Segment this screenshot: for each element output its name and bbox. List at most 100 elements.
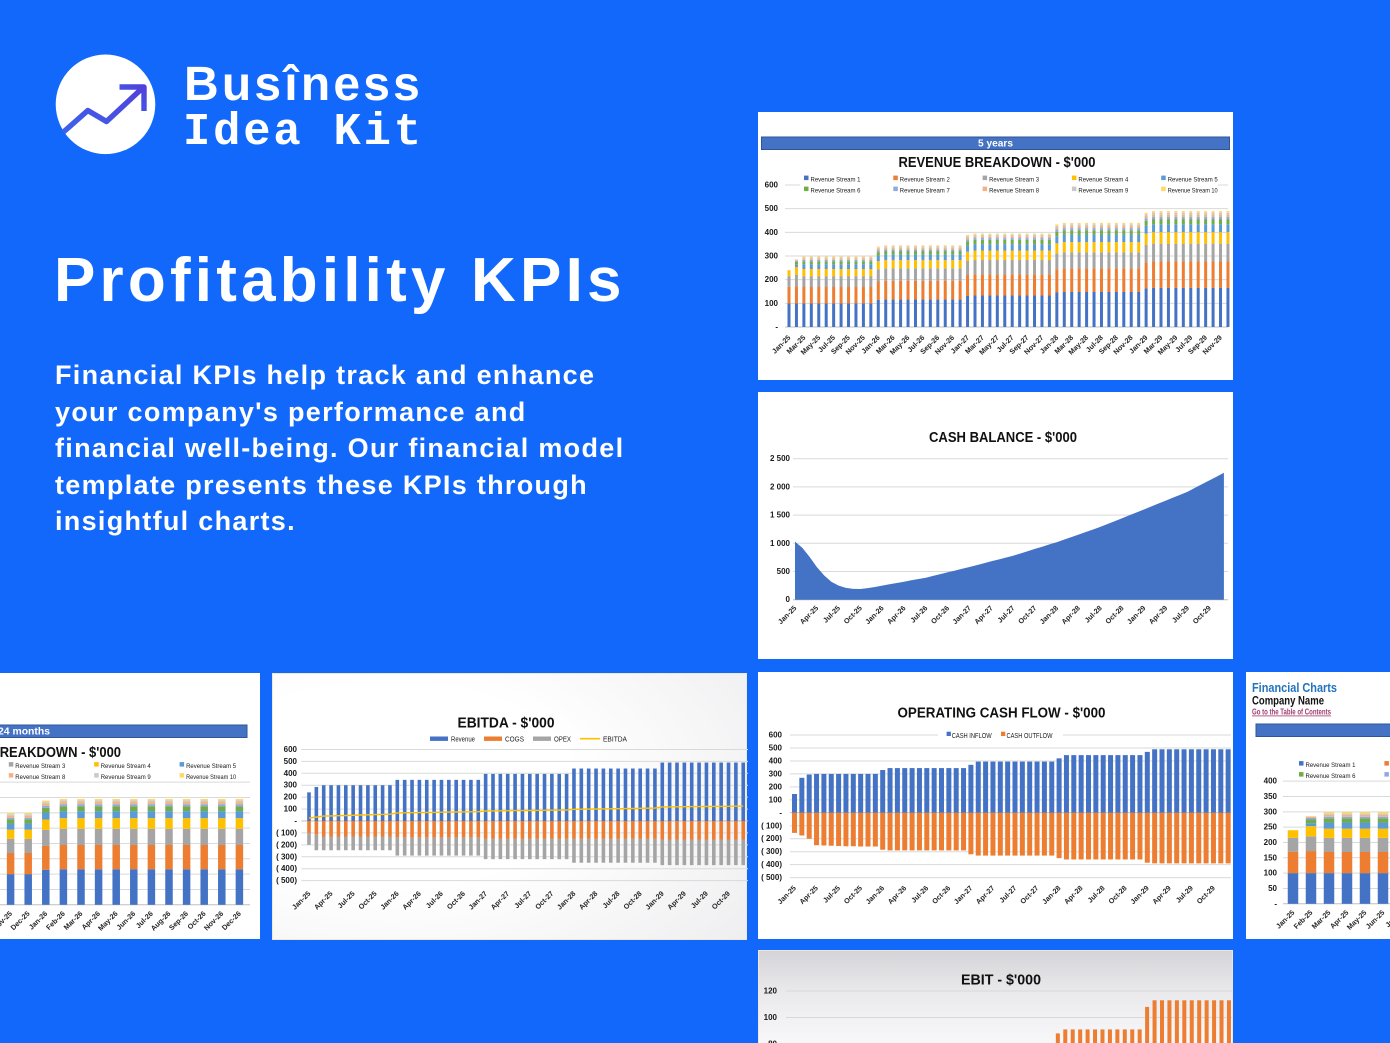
svg-text:Jul-29: Jul-29: [1174, 884, 1195, 905]
svg-text:Apr-26: Apr-26: [400, 889, 422, 911]
svg-text:500: 500: [765, 204, 779, 213]
svg-text:100: 100: [764, 1013, 778, 1022]
svg-text:( 100): ( 100): [276, 828, 297, 837]
svg-text:400: 400: [284, 769, 298, 778]
svg-text:Jul-26: Jul-26: [909, 884, 930, 905]
svg-text:CASH INFLOW: CASH INFLOW: [952, 731, 992, 740]
svg-text:Oct-27: Oct-27: [1018, 884, 1040, 906]
svg-text:Oct-28: Oct-28: [621, 889, 643, 911]
svg-text:2 500: 2 500: [770, 454, 791, 463]
svg-text:( 300): ( 300): [276, 852, 297, 861]
svg-text:Apr-28: Apr-28: [1059, 604, 1081, 626]
svg-text:May-25: May-25: [1345, 908, 1369, 932]
svg-text:Apr-26: Apr-26: [885, 604, 907, 626]
svg-text:( 300): ( 300): [761, 847, 782, 856]
svg-text:Jul-25: Jul-25: [336, 889, 357, 910]
svg-text:Jan-26: Jan-26: [378, 889, 400, 911]
svg-text:400: 400: [1264, 777, 1278, 786]
svg-text:Jul-28: Jul-28: [1083, 604, 1104, 625]
svg-text:REVENUE BREAKDOWN - $'000: REVENUE BREAKDOWN - $'000: [899, 154, 1096, 171]
svg-text:Oct-29: Oct-29: [1191, 604, 1213, 626]
svg-text:Jan-29: Jan-29: [1125, 604, 1147, 626]
svg-text:200: 200: [284, 793, 298, 802]
svg-text:Revenue Stream 9: Revenue Stream 9: [1078, 187, 1128, 194]
svg-text:Apr-25: Apr-25: [797, 884, 819, 906]
svg-text:50: 50: [1268, 884, 1277, 893]
svg-text:Oct-29: Oct-29: [710, 889, 732, 911]
svg-text:Revenue Stream 4: Revenue Stream 4: [101, 763, 151, 770]
svg-text:Jan-28: Jan-28: [1040, 884, 1062, 906]
svg-text:Jul-27: Jul-27: [512, 889, 533, 910]
svg-text:( 500): ( 500): [761, 873, 782, 882]
svg-text:( 500): ( 500): [276, 876, 297, 885]
svg-text:Jul-28: Jul-28: [600, 889, 621, 910]
svg-text:-: -: [775, 323, 778, 332]
svg-text:Revenue Stream 4: Revenue Stream 4: [1078, 176, 1128, 183]
svg-text:Apr-25: Apr-25: [798, 604, 820, 626]
svg-text:CASH OUTFLOW: CASH OUTFLOW: [1007, 731, 1053, 740]
svg-text:Apr-28: Apr-28: [1062, 884, 1084, 906]
svg-text:24 months: 24 months: [0, 727, 50, 738]
svg-text:EBIT - $'000: EBIT - $'000: [961, 972, 1041, 989]
svg-text:Jul-26: Jul-26: [908, 604, 929, 625]
svg-text:Apr-29: Apr-29: [1147, 604, 1169, 626]
svg-text:200: 200: [765, 275, 779, 284]
svg-text:Revenue Stream 9: Revenue Stream 9: [101, 774, 151, 781]
svg-text:350: 350: [1264, 792, 1278, 801]
svg-text:Jul-26: Jul-26: [424, 889, 445, 910]
svg-text:Jul-25: Jul-25: [821, 884, 842, 905]
svg-text:Financial Charts: Financial Charts: [1252, 680, 1337, 695]
svg-text:Jan-29: Jan-29: [1128, 884, 1150, 906]
svg-text:Jul-29: Jul-29: [689, 889, 710, 910]
svg-text:Oct-27: Oct-27: [533, 889, 555, 911]
svg-text:Apr-25: Apr-25: [312, 889, 334, 911]
svg-text:Jan-28: Jan-28: [1038, 604, 1060, 626]
svg-text:Revenue Stream 1: Revenue Stream 1: [1306, 762, 1356, 769]
svg-text:REVENUE BREAKDOWN - $'000: REVENUE BREAKDOWN - $'000: [0, 744, 121, 761]
svg-text:Feb-25: Feb-25: [1292, 908, 1315, 931]
svg-text:Dec-26: Dec-26: [220, 909, 243, 932]
svg-text:COGS: COGS: [505, 734, 524, 743]
svg-text:250: 250: [1264, 823, 1278, 832]
svg-text:( 200): ( 200): [761, 834, 782, 843]
svg-text:Jul-25: Jul-25: [821, 604, 842, 625]
svg-text:120: 120: [764, 987, 778, 996]
svg-text:Jan-26: Jan-26: [864, 884, 886, 906]
svg-text:( 400): ( 400): [276, 864, 297, 873]
svg-text:-: -: [779, 808, 782, 817]
svg-text:Dec-25: Dec-25: [9, 909, 32, 932]
svg-text:400: 400: [769, 756, 783, 765]
svg-text:EBITDA: EBITDA: [603, 734, 627, 743]
svg-text:Revenue Stream 8: Revenue Stream 8: [15, 774, 65, 781]
svg-text:Jul-27: Jul-27: [997, 884, 1018, 905]
svg-text:Jul-28: Jul-28: [1086, 884, 1107, 905]
svg-text:Revenue Stream 10: Revenue Stream 10: [1168, 187, 1218, 194]
svg-text:EBITDA - $'000: EBITDA - $'000: [458, 715, 555, 732]
svg-text:Revenue Stream 3: Revenue Stream 3: [989, 176, 1039, 183]
svg-text:Oct-28: Oct-28: [1103, 604, 1125, 626]
svg-text:Company Name: Company Name: [1252, 696, 1324, 708]
svg-text:600: 600: [284, 745, 298, 754]
svg-text:Jan-27: Jan-27: [952, 884, 974, 906]
svg-text:100: 100: [284, 805, 298, 814]
svg-text:5 years: 5 years: [978, 139, 1013, 150]
svg-text:Oct-26: Oct-26: [445, 889, 467, 911]
svg-text:Oct-25: Oct-25: [842, 884, 864, 906]
svg-text:CASH BALANCE - $'000: CASH BALANCE - $'000: [929, 429, 1077, 446]
svg-text:500: 500: [284, 757, 298, 766]
svg-text:300: 300: [284, 781, 298, 790]
svg-text:( 200): ( 200): [276, 840, 297, 849]
svg-text:Jan-28: Jan-28: [555, 889, 577, 911]
svg-text:Jul-25: Jul-25: [1383, 908, 1390, 929]
svg-text:Apr-27: Apr-27: [972, 604, 994, 626]
svg-text:Jan-26: Jan-26: [863, 604, 885, 626]
svg-text:Revenue Stream 1: Revenue Stream 1: [811, 176, 861, 183]
svg-text:Revenue Stream 10: Revenue Stream 10: [186, 774, 236, 781]
svg-text:Jan-25: Jan-25: [776, 604, 798, 626]
svg-text:Go to the Table of Contents: Go to the Table of Contents: [1252, 708, 1331, 717]
svg-text:80: 80: [768, 1040, 777, 1043]
svg-text:500: 500: [777, 567, 791, 576]
svg-text:Apr-29: Apr-29: [665, 889, 687, 911]
svg-text:Revenue Stream 8: Revenue Stream 8: [989, 187, 1039, 194]
svg-text:100: 100: [765, 299, 779, 308]
